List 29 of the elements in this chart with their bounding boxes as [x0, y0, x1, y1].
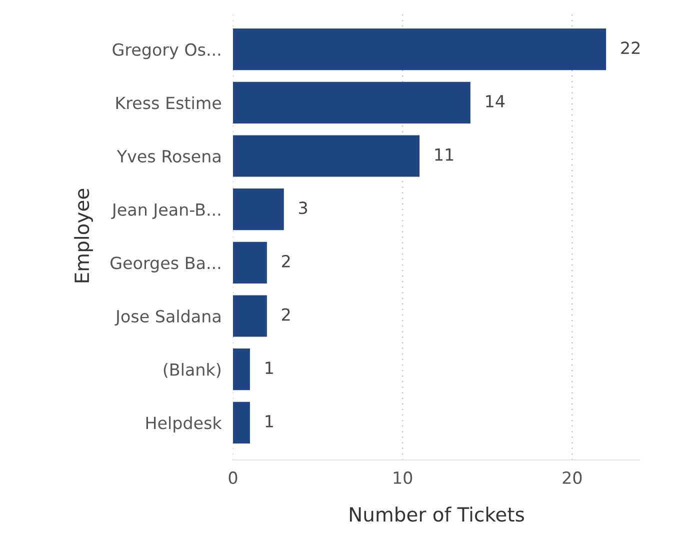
data-label: 22	[621, 42, 640, 54]
y-tick-label: Kress Estime	[116, 96, 222, 110]
bar	[233, 402, 250, 444]
bar	[233, 348, 250, 390]
data-label: 3	[299, 202, 308, 214]
data-label: 14	[486, 95, 505, 108]
bar	[233, 188, 284, 230]
bar	[233, 135, 420, 177]
x-tick-label: 10	[394, 471, 412, 484]
data-label: 1	[266, 362, 273, 374]
bar	[233, 295, 267, 337]
bar	[233, 82, 470, 124]
data-label: 11	[435, 148, 454, 161]
y-tick-label: Jose Saldana	[114, 310, 220, 326]
bar	[233, 28, 606, 70]
x-axis-title: Number of Tickets	[350, 506, 524, 522]
y-tick-label: Georges Ba...	[110, 256, 220, 272]
data-label: 2	[282, 308, 290, 321]
y-tick-label: (Blank)	[164, 363, 220, 378]
y-axis-title: Employee	[74, 188, 93, 282]
x-tick-label: 0	[228, 471, 238, 484]
data-label: 1	[266, 415, 273, 428]
x-tick-label: 20	[562, 471, 582, 484]
y-tick-label: Gregory Os...	[112, 43, 220, 60]
y-tick-label: Jean Jean-B...	[111, 204, 220, 219]
y-tick-label: Helpdesk	[146, 416, 222, 432]
y-tick-label: Yves Rosena	[116, 150, 220, 163]
data-label: 2	[282, 254, 290, 268]
bar	[233, 242, 267, 284]
